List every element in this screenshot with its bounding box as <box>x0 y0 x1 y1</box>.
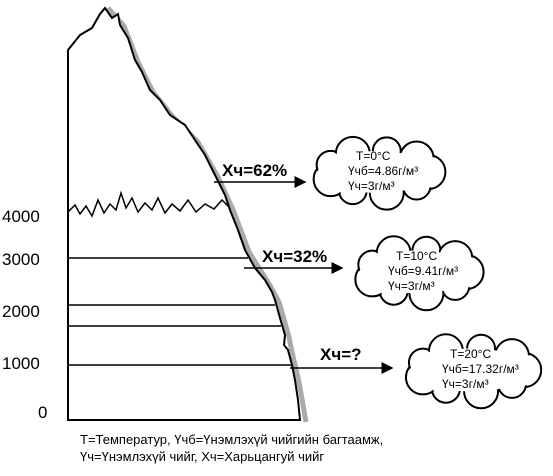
cloud-text: T=0°C <box>356 149 391 163</box>
levels <box>68 257 292 366</box>
caption: T=Температур, Үчб=Үнэмлэхүй чийгийн багт… <box>80 432 383 447</box>
cloud-text: Үч=3г/м³ <box>388 279 435 293</box>
cloud-text: Үчб=17.32г/м³ <box>442 362 519 376</box>
arrow-label: Хч=62% <box>222 161 287 180</box>
cloud-text: Үчб=4.86г/м³ <box>348 164 418 178</box>
cloud-text: T=10°C <box>396 249 437 263</box>
arrow-label: Хч=? <box>320 345 362 364</box>
altitude-label: 1000 <box>2 354 40 373</box>
cloud-text: Үч=3г/м³ <box>442 377 489 391</box>
cloud-body <box>366 250 470 294</box>
clouds: T=0°CҮчб=4.86г/м³Үч=3г/м³T=10°CҮчб=9.41г… <box>312 135 543 410</box>
cloud-text: T=20°C <box>450 347 491 361</box>
caption: Үч=Үнэмлэхүй чийг, Хч=Харьцангуй чийг <box>80 449 324 464</box>
altitude-label: 0 <box>38 403 47 422</box>
altitude-label: 2000 <box>2 302 40 321</box>
level-4000 <box>67 190 230 218</box>
cloud-text: Үчб=9.41г/м³ <box>388 264 458 278</box>
altitude-label: 4000 <box>2 207 40 226</box>
altitude-label: 3000 <box>2 250 40 269</box>
cloud-text: Үч=3г/м³ <box>348 179 395 193</box>
arrows: Хч=62% Хч=32% Хч=? <box>214 161 394 374</box>
cloud-body <box>416 348 528 392</box>
mountain <box>67 6 302 421</box>
cloud-body <box>324 151 432 193</box>
arrow-label: Хч=32% <box>262 247 327 266</box>
